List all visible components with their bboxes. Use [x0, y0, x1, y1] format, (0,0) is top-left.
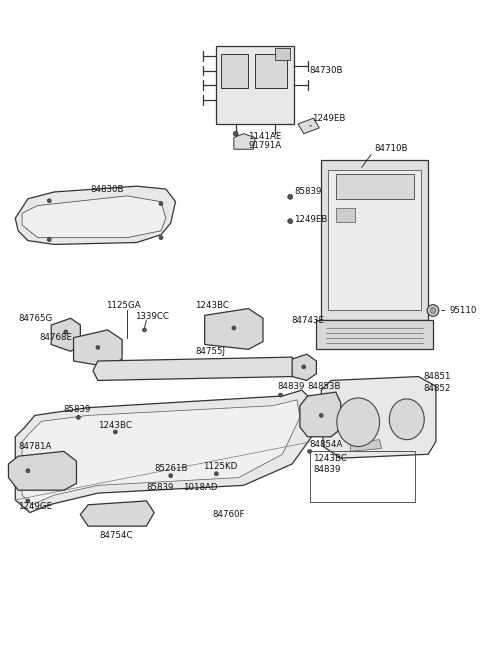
- Polygon shape: [93, 357, 297, 381]
- Text: 91791A: 91791A: [249, 141, 282, 150]
- Circle shape: [143, 328, 146, 332]
- Polygon shape: [80, 501, 154, 526]
- Text: 84730B: 84730B: [310, 66, 343, 75]
- Polygon shape: [15, 390, 312, 513]
- Text: 1249GE: 1249GE: [18, 502, 52, 512]
- Circle shape: [308, 449, 312, 453]
- Circle shape: [169, 474, 173, 477]
- Polygon shape: [316, 320, 433, 349]
- Text: 84839: 84839: [277, 382, 305, 391]
- Polygon shape: [216, 47, 294, 124]
- Bar: [221, 54, 249, 88]
- Circle shape: [278, 393, 282, 397]
- Text: 85839: 85839: [294, 187, 322, 196]
- Polygon shape: [234, 134, 255, 149]
- Bar: [310, 451, 415, 502]
- Polygon shape: [22, 400, 300, 505]
- Text: 84853B: 84853B: [308, 382, 341, 391]
- Polygon shape: [15, 186, 176, 244]
- Text: 1125GA: 1125GA: [106, 301, 140, 310]
- Text: 84839: 84839: [313, 465, 341, 474]
- Circle shape: [48, 198, 51, 202]
- Circle shape: [76, 415, 80, 419]
- Text: 1249EB: 1249EB: [294, 215, 327, 224]
- Circle shape: [96, 345, 100, 349]
- Circle shape: [26, 499, 30, 503]
- Text: 84743E: 84743E: [291, 316, 324, 325]
- Circle shape: [64, 330, 68, 334]
- Circle shape: [302, 365, 306, 369]
- Polygon shape: [22, 196, 166, 238]
- Polygon shape: [73, 330, 122, 367]
- Text: 1243BC: 1243BC: [195, 301, 229, 310]
- Text: 1018AD: 1018AD: [183, 483, 218, 492]
- Circle shape: [233, 131, 238, 136]
- Polygon shape: [204, 309, 263, 349]
- Text: 1339CC: 1339CC: [135, 312, 168, 321]
- Text: 1141AE: 1141AE: [249, 132, 282, 141]
- Polygon shape: [9, 451, 76, 490]
- Bar: [255, 54, 287, 88]
- Text: 1125KD: 1125KD: [203, 462, 237, 472]
- Circle shape: [319, 413, 323, 417]
- Ellipse shape: [337, 398, 380, 447]
- Text: 84710B: 84710B: [375, 143, 408, 153]
- Circle shape: [26, 469, 30, 473]
- Circle shape: [159, 202, 163, 206]
- Polygon shape: [321, 160, 428, 320]
- Circle shape: [113, 430, 117, 434]
- Text: 84830B: 84830B: [90, 185, 123, 194]
- Polygon shape: [298, 118, 319, 134]
- Polygon shape: [300, 392, 341, 437]
- Text: 85839: 85839: [146, 483, 174, 492]
- Text: 1243BC: 1243BC: [313, 454, 348, 462]
- Circle shape: [430, 308, 436, 313]
- Polygon shape: [292, 354, 316, 381]
- Text: 84768E: 84768E: [39, 333, 72, 342]
- Circle shape: [288, 195, 293, 199]
- Circle shape: [232, 326, 236, 330]
- Text: 1249EB: 1249EB: [312, 114, 345, 122]
- Text: 84760F: 84760F: [213, 510, 245, 519]
- Circle shape: [215, 472, 218, 476]
- Text: 84755J: 84755J: [195, 346, 225, 356]
- Text: 84851: 84851: [423, 372, 451, 381]
- Text: 84781A: 84781A: [18, 442, 51, 451]
- Polygon shape: [350, 440, 382, 451]
- Text: 84765G: 84765G: [18, 314, 52, 323]
- Text: 84754C: 84754C: [100, 531, 133, 540]
- Text: 84854A: 84854A: [310, 440, 343, 449]
- Circle shape: [427, 305, 439, 316]
- Polygon shape: [321, 377, 436, 458]
- Text: 84852: 84852: [423, 384, 451, 393]
- Ellipse shape: [389, 399, 424, 440]
- Bar: [328, 170, 421, 310]
- Circle shape: [288, 219, 293, 223]
- Bar: [336, 208, 355, 222]
- Text: 85839: 85839: [64, 405, 91, 414]
- Text: 85261B: 85261B: [154, 464, 188, 474]
- Text: 95110: 95110: [449, 306, 477, 315]
- Text: 1243BC: 1243BC: [98, 421, 132, 430]
- Bar: [336, 174, 414, 198]
- Polygon shape: [51, 318, 80, 351]
- Bar: [275, 48, 290, 60]
- Circle shape: [48, 238, 51, 242]
- Circle shape: [159, 236, 163, 240]
